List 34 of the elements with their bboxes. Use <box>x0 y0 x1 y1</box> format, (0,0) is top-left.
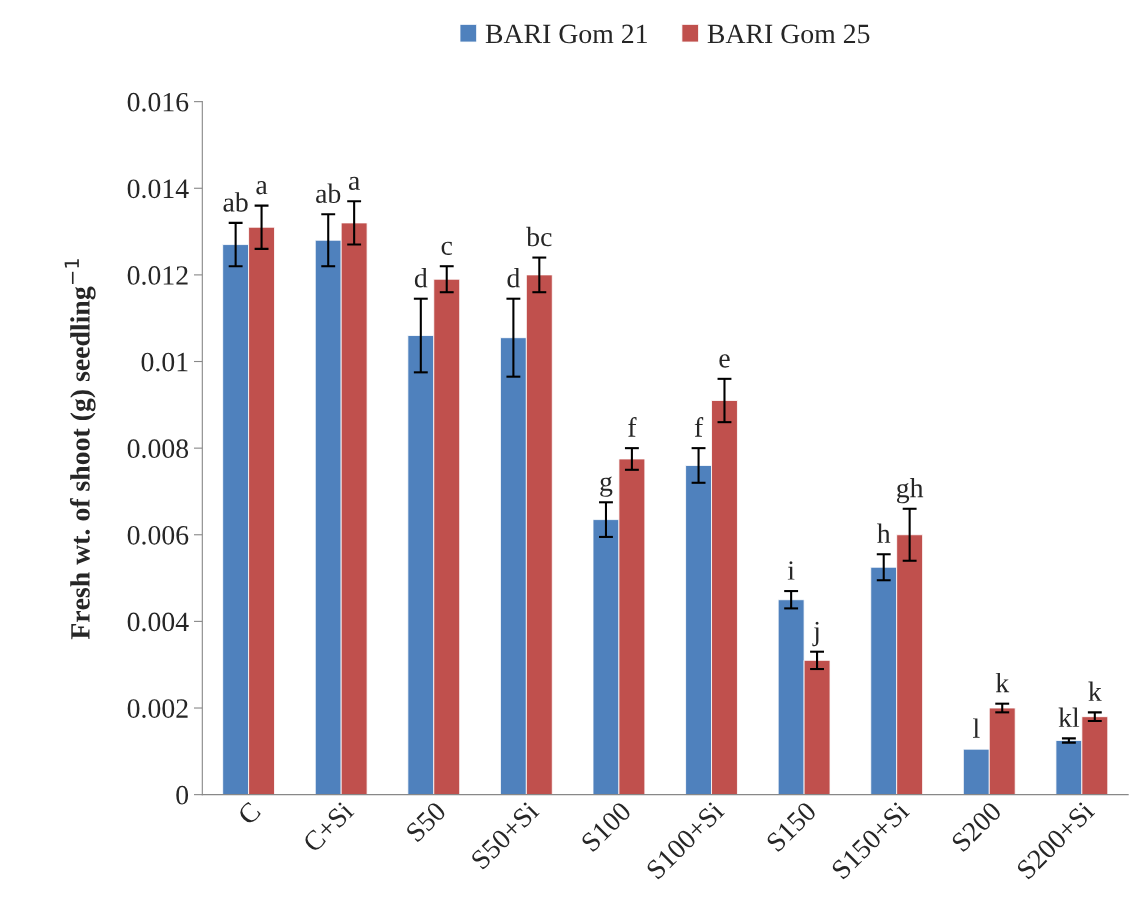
data-label: bc <box>526 226 552 247</box>
x-tick-label: S50 <box>405 800 447 843</box>
data-label: kl <box>1058 707 1080 727</box>
legend-label: BARI Gom 21 <box>485 24 647 44</box>
data-label: ab <box>223 192 248 212</box>
data-label: j <box>812 621 819 647</box>
y-tick-label: 0.002 <box>127 699 188 719</box>
data-label: l <box>973 718 980 738</box>
data-label: ab <box>316 183 341 204</box>
data-label: c <box>441 241 453 256</box>
y-tick-label: 0.008 <box>127 439 189 459</box>
y-tick-label: 0.016 <box>127 92 189 112</box>
data-label: h <box>877 523 891 543</box>
y-tick-label: 0.012 <box>127 266 188 285</box>
data-label: g <box>600 476 613 497</box>
data-label: k <box>995 672 1010 693</box>
data-label: d <box>507 267 520 288</box>
data-label: k <box>1088 681 1102 701</box>
data-label: f <box>694 417 704 437</box>
y-tick-label: 0.004 <box>127 612 189 632</box>
data-label: f <box>628 417 637 437</box>
data-label: i <box>787 561 795 580</box>
x-tick-label: C <box>236 801 262 826</box>
data-label: a <box>348 176 360 191</box>
y-tick-label: 0.01 <box>141 352 188 372</box>
y-tick-label: 0.014 <box>127 179 189 199</box>
data-label: gh <box>896 477 924 504</box>
data-label: a <box>256 181 268 195</box>
data-label: d <box>414 267 428 288</box>
legend-label: BARI Gom 25 <box>707 24 870 44</box>
data-label: e <box>719 354 730 368</box>
y-axis-title: Fresh wt. of shoot (g) seedling$^{−1}$ <box>64 259 96 640</box>
y-tick-label: 0 <box>176 785 189 805</box>
y-tick-label: 0.006 <box>127 525 189 545</box>
